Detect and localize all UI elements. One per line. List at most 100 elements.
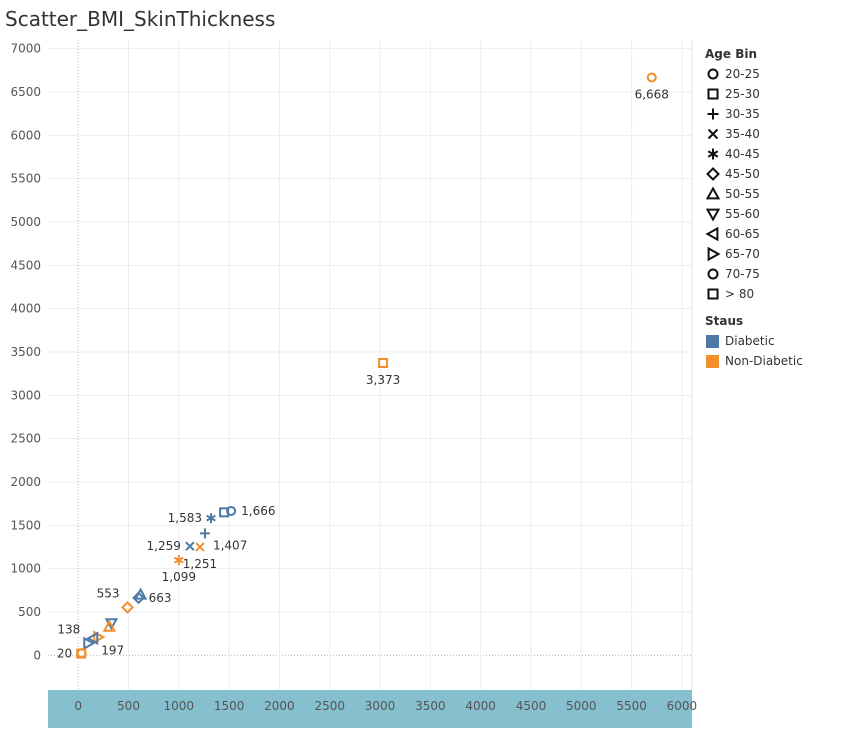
legend-item-label: 65-70: [725, 247, 760, 261]
data-point[interactable]: [219, 507, 230, 518]
y-tick-label: 2500: [10, 432, 41, 446]
data-point[interactable]: [378, 358, 389, 369]
grid: [48, 40, 693, 690]
data-label: 197: [101, 643, 124, 657]
legend-item-status-diabetic[interactable]: Diabetic: [705, 331, 840, 351]
legend-item-label: 30-35: [725, 107, 760, 121]
x-tick-label: 0: [74, 699, 82, 713]
y-tick-label: 3000: [10, 388, 41, 402]
triangle-up-icon: [705, 186, 721, 200]
triangle-up-marker: [102, 619, 117, 632]
legend-item-age-70-75[interactable]: 70-75: [705, 264, 840, 284]
x-tick-label: 500: [117, 699, 140, 713]
y-tick-label: 7000: [10, 42, 41, 56]
color-swatch: [706, 354, 719, 368]
data-point[interactable]: [86, 631, 99, 645]
y-tick-label: 5500: [10, 172, 41, 186]
data-point[interactable]: [93, 630, 106, 644]
data-label: 1,251: [183, 557, 217, 571]
legend-item-age-20-25[interactable]: 20-25: [705, 64, 840, 84]
legend-item-label: 45-50: [725, 167, 760, 181]
asterisk-icon: [707, 148, 719, 160]
legend-item-age-35-40[interactable]: 35-40: [705, 124, 840, 144]
data-label: 20: [57, 647, 72, 661]
x-tick-label: 1500: [214, 699, 245, 713]
data-point[interactable]: [199, 528, 210, 539]
legend-item-age-60-65[interactable]: 60-65: [705, 224, 840, 244]
data-point[interactable]: [185, 541, 195, 551]
color-swatch: [706, 334, 719, 348]
data-points: [76, 72, 657, 659]
square-marker: [219, 507, 230, 518]
data-point[interactable]: [206, 513, 216, 524]
y-tick-label: 4500: [10, 258, 41, 272]
y-tick-label: 3500: [10, 345, 41, 359]
data-label: 663: [149, 591, 172, 605]
legend-item-label: 60-65: [725, 227, 760, 241]
triangle-right-marker: [93, 630, 106, 644]
data-point[interactable]: [76, 648, 87, 659]
data-point[interactable]: [121, 600, 134, 614]
y-tick-label: 2000: [10, 475, 41, 489]
legend-item-age-65-70[interactable]: 65-70: [705, 244, 840, 264]
square-marker: [378, 358, 389, 369]
legend-item-age-45-50[interactable]: 45-50: [705, 164, 840, 184]
x-axis-band: [48, 690, 692, 728]
legend-item-label: 55-60: [725, 207, 760, 221]
x-tick-label: 5000: [566, 699, 597, 713]
data-point[interactable]: [102, 619, 117, 632]
x-tick-label: 5500: [616, 699, 647, 713]
plus-icon: [707, 108, 719, 120]
legend-item-age-55-60[interactable]: 55-60: [705, 204, 840, 224]
data-point[interactable]: [195, 542, 205, 552]
x-tick-label: 3000: [365, 699, 396, 713]
y-tick-label: 0: [33, 648, 41, 662]
diamond-marker: [132, 591, 145, 605]
plus-marker: [199, 528, 210, 539]
legend-item-label: 25-30: [725, 87, 760, 101]
data-point[interactable]: [132, 591, 145, 605]
x-tick-label: 6000: [667, 699, 698, 713]
asterisk-marker: [173, 555, 184, 566]
legend-item-age-25-30[interactable]: 25-30: [705, 84, 840, 104]
data-point[interactable]: [133, 587, 148, 600]
x-tick-label: 4000: [465, 699, 496, 713]
data-point[interactable]: [173, 555, 184, 566]
legend-item-age-80[interactable]: > 80: [705, 284, 840, 304]
data-label: 1,666: [241, 504, 275, 518]
data-label: 1,099: [162, 570, 196, 584]
circle-icon: [707, 68, 719, 80]
asterisk-marker: [206, 513, 216, 524]
data-label: 1,407: [213, 538, 247, 552]
data-label: 553: [97, 586, 120, 600]
data-label: 1,583: [168, 511, 202, 525]
axes: 0500100015002000250030003500400045005000…: [10, 42, 697, 728]
y-tick-label: 1500: [10, 518, 41, 532]
x-tick-label: 2000: [264, 699, 295, 713]
data-point[interactable]: [646, 72, 657, 83]
y-tick-label: 6500: [10, 85, 41, 99]
legend-item-label: 40-45: [725, 147, 760, 161]
legend-item-label: 35-40: [725, 127, 760, 141]
legend-age-bin: Age Bin 20-25 25-30 30-35 35-40 40-45 45-50 50…: [705, 47, 840, 304]
legend-item-age-40-45[interactable]: 40-45: [705, 144, 840, 164]
triangle-up-marker: [133, 587, 148, 600]
legend-item-age-50-55[interactable]: 50-55: [705, 184, 840, 204]
triangle-right-marker: [83, 636, 96, 651]
legend-status-title: Staus: [705, 314, 744, 328]
legend-item-label: > 80: [725, 287, 755, 301]
legend-status: Staus Diabetic Non-Diabetic: [705, 314, 840, 371]
circle-marker: [76, 648, 87, 659]
triangle-left-marker: [86, 631, 99, 645]
data-point[interactable]: [83, 636, 96, 651]
circle-icon: [707, 268, 719, 280]
diamond-marker: [121, 600, 134, 614]
legend-item-age-30-35[interactable]: 30-35: [705, 104, 840, 124]
y-tick-label: 500: [18, 605, 41, 619]
y-tick-label: 4000: [10, 302, 41, 316]
legend-item-status-non-diabetic[interactable]: Non-Diabetic: [705, 351, 840, 371]
square-icon: [707, 288, 719, 300]
diamond-icon: [706, 167, 720, 181]
data-labels: 6,668 3,373 1,666 1,583 1,407 1,2591,2511,099…: [57, 87, 669, 660]
